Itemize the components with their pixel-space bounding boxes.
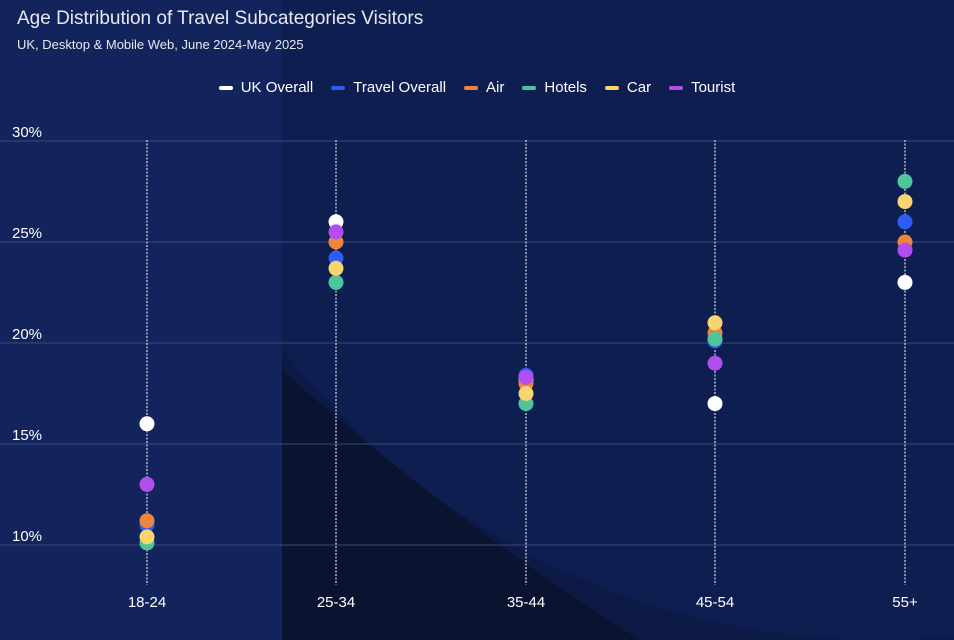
- chart-subtitle: UK, Desktop & Mobile Web, June 2024-May …: [17, 37, 304, 52]
- data-point-hotels: [897, 173, 913, 189]
- x-tick-label: 25-34: [317, 594, 355, 611]
- data-point-tourist: [897, 242, 913, 258]
- data-point-tourist: [707, 355, 723, 371]
- chart-title: Age Distribution of Travel Subcategories…: [17, 8, 424, 29]
- y-tick-label: 30%: [12, 124, 42, 141]
- legend-label: Travel Overall: [353, 79, 447, 96]
- legend-item[interactable]: Car: [604, 79, 652, 96]
- legend-item[interactable]: Tourist: [669, 79, 735, 96]
- data-point-air: [139, 513, 155, 529]
- legend-label: UK Overall: [240, 79, 314, 96]
- legend-item[interactable]: UK Overall: [218, 79, 314, 96]
- data-point-hotels: [328, 274, 344, 290]
- legend-swatch: [331, 85, 346, 90]
- legend-swatch: [218, 85, 233, 90]
- data-point-car: [328, 260, 344, 276]
- data-point-tourist: [518, 369, 534, 385]
- data-point-uk-overall: [707, 396, 723, 412]
- x-tick-label: 55+: [892, 594, 918, 611]
- x-tick-label: 18-24: [128, 594, 166, 611]
- x-tick-label: 35-44: [507, 594, 545, 611]
- legend-label: Air: [486, 79, 505, 96]
- data-point-tourist: [328, 224, 344, 240]
- legend-swatch: [464, 85, 479, 90]
- legend-item[interactable]: Hotels: [522, 79, 587, 96]
- data-point-tourist: [139, 476, 155, 492]
- legend-item[interactable]: Air: [464, 79, 504, 96]
- data-point-car: [139, 529, 155, 545]
- legend: UK Overall Travel Overall Air Hotels Car Tour…: [0, 79, 954, 96]
- legend-swatch: [604, 85, 619, 90]
- data-point-hotels: [707, 331, 723, 347]
- data-point-car: [897, 194, 913, 210]
- data-point-travel-overall: [897, 214, 913, 230]
- data-point-car: [707, 315, 723, 331]
- legend-swatch: [669, 85, 684, 90]
- y-tick-label: 20%: [12, 326, 42, 343]
- legend-swatch: [522, 85, 537, 90]
- y-tick-label: 15%: [12, 427, 42, 444]
- data-point-uk-overall: [897, 274, 913, 290]
- data-point-uk-overall: [139, 416, 155, 432]
- y-tick-label: 25%: [12, 225, 42, 242]
- data-point-car: [518, 386, 534, 401]
- y-tick-label: 10%: [12, 528, 42, 545]
- legend-item[interactable]: Travel Overall: [331, 79, 446, 96]
- legend-label: Hotels: [544, 79, 587, 96]
- legend-label: Tourist: [691, 79, 736, 96]
- legend-label: Car: [626, 79, 652, 96]
- x-tick-label: 45-54: [696, 594, 734, 611]
